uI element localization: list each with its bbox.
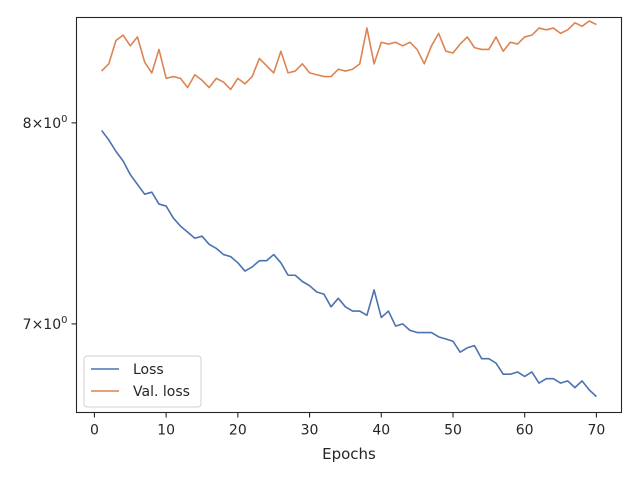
x-tick-label: 60 xyxy=(516,423,534,439)
x-ticks: 0 10 20 30 40 50 60 70 xyxy=(90,412,605,439)
legend-label-val-loss: Val. loss xyxy=(133,384,190,400)
x-tick-label: 50 xyxy=(444,423,462,439)
x-tick-label: 0 xyxy=(90,423,99,439)
y-tick-label: 8×100 xyxy=(23,114,68,132)
x-axis-label: Epochs xyxy=(322,445,376,463)
x-tick-label: 20 xyxy=(229,423,247,439)
x-tick-label: 30 xyxy=(301,423,319,439)
series-layer xyxy=(100,20,597,398)
series-line-val-loss xyxy=(101,20,597,91)
legend-label-loss: Loss xyxy=(133,362,164,378)
plot-frame xyxy=(75,16,623,414)
x-tick-label: 10 xyxy=(157,423,175,439)
series-line-loss xyxy=(100,129,597,398)
x-tick-label: 40 xyxy=(372,423,390,439)
legend: Loss Val. loss xyxy=(83,355,202,408)
y-ticks: 7×100 8×100 xyxy=(23,114,77,333)
y-tick-label: 7×100 xyxy=(23,315,68,333)
x-tick-label: 70 xyxy=(587,423,605,439)
